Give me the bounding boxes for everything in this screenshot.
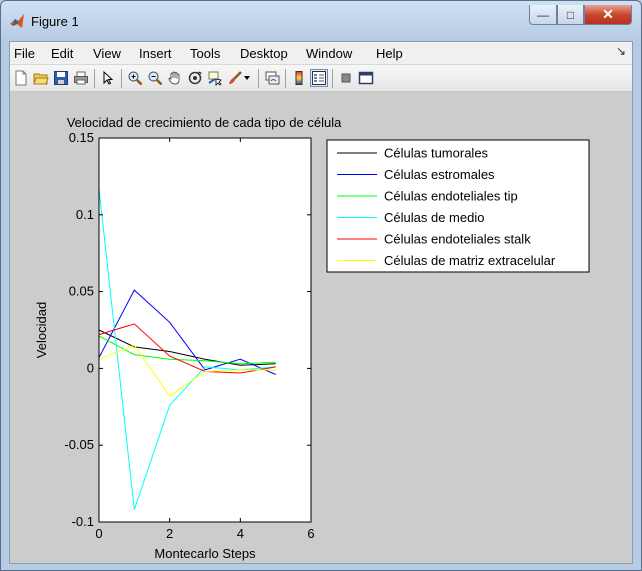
legend-entry: Células endoteliales stalk bbox=[384, 232, 531, 247]
ticks-layer: 0 2 4 6 -0.1 -0.05 0 0.05 0.1 0.15 bbox=[64, 130, 314, 541]
pan-hand-icon[interactable] bbox=[166, 69, 184, 87]
matlab-icon bbox=[10, 14, 24, 28]
colorbar-icon[interactable] bbox=[290, 69, 308, 87]
y-tick-label: 0.15 bbox=[69, 130, 94, 145]
y-tick-label: 0.05 bbox=[69, 284, 94, 299]
hide-plot-tools-icon[interactable] bbox=[337, 69, 355, 87]
axes-area[interactable] bbox=[99, 138, 311, 522]
figure-client-area: File Edit View Insert Tools Desktop Wind… bbox=[9, 41, 633, 564]
close-button[interactable]: ✕ bbox=[584, 5, 632, 25]
axes-box bbox=[98, 137, 312, 523]
menu-help[interactable]: Help bbox=[376, 46, 403, 61]
series-line-0 bbox=[98, 329, 276, 366]
x-tick-label: 0 bbox=[95, 526, 102, 541]
save-icon[interactable] bbox=[52, 69, 70, 87]
legend-icon[interactable] bbox=[310, 69, 328, 87]
toolbar-separator bbox=[258, 69, 259, 88]
figure-toolbar bbox=[10, 64, 632, 92]
chart-title: Velocidad de crecimiento de cada tipo de… bbox=[67, 115, 342, 130]
y-axis-label: Velocidad bbox=[34, 302, 49, 358]
brush-dropdown-icon[interactable] bbox=[242, 69, 252, 87]
x-axis-label: Montecarlo Steps bbox=[154, 546, 256, 561]
open-file-icon[interactable] bbox=[32, 69, 50, 87]
menu-view[interactable]: View bbox=[93, 46, 121, 61]
menu-tools[interactable]: Tools bbox=[190, 46, 221, 61]
legend-entry: Células de medio bbox=[384, 210, 484, 225]
legend-entry: Células tumorales bbox=[384, 146, 489, 161]
legend-entry: Células de matriz extracelular bbox=[384, 253, 556, 268]
x-tick-label: 2 bbox=[166, 526, 173, 541]
maximize-button[interactable]: □ bbox=[557, 5, 584, 25]
series-line-2 bbox=[98, 335, 276, 365]
print-icon[interactable] bbox=[72, 69, 90, 87]
brush-icon[interactable] bbox=[226, 69, 244, 87]
menu-window[interactable]: Window bbox=[306, 46, 353, 61]
select-arrow-icon[interactable] bbox=[99, 69, 117, 87]
new-figure-icon[interactable] bbox=[12, 69, 30, 87]
legend-entry: Células estromales bbox=[384, 167, 495, 182]
y-tick-label: 0 bbox=[87, 360, 94, 375]
toolbar-separator bbox=[285, 69, 286, 88]
toolbar-separator bbox=[332, 69, 333, 88]
toolbar-separator bbox=[121, 69, 122, 88]
series-line-4 bbox=[98, 323, 276, 374]
y-tick-label: -0.05 bbox=[64, 437, 94, 452]
legend[interactable]: Células tumorales Células estromales Célul… bbox=[326, 139, 590, 273]
menu-edit[interactable]: Edit bbox=[51, 46, 74, 61]
menu-dock-arrow-icon[interactable]: ↘ bbox=[616, 44, 627, 58]
menu-insert[interactable]: Insert bbox=[139, 46, 172, 61]
link-plot-icon[interactable] bbox=[263, 69, 281, 87]
title-bar[interactable]: Figure 1 — □ ✕ bbox=[1, 1, 641, 41]
series-line-5 bbox=[98, 344, 276, 397]
menu-bar: File Edit View Insert Tools Desktop Wind… bbox=[10, 42, 632, 64]
menu-desktop[interactable]: Desktop bbox=[240, 46, 288, 61]
data-cursor-icon[interactable] bbox=[206, 69, 224, 87]
figure-canvas[interactable]: Velocidad de crecimiento de cada tipo de… bbox=[10, 92, 632, 563]
minimize-button[interactable]: — bbox=[529, 5, 557, 25]
window-title: Figure 1 bbox=[31, 14, 79, 29]
x-tick-label: 4 bbox=[237, 526, 244, 541]
zoom-in-icon[interactable] bbox=[126, 69, 144, 87]
x-tick-label: 6 bbox=[307, 526, 314, 541]
show-plot-tools-icon[interactable] bbox=[357, 69, 375, 87]
line-chart: Velocidad de crecimiento de cada tipo de… bbox=[34, 115, 590, 561]
y-tick-label: -0.1 bbox=[72, 514, 94, 529]
series-layer bbox=[98, 188, 276, 510]
y-tick-label: 0.1 bbox=[76, 207, 94, 222]
rotate-3d-icon[interactable] bbox=[186, 69, 204, 87]
toolbar-separator bbox=[94, 69, 95, 88]
menu-file[interactable]: File bbox=[14, 46, 35, 61]
zoom-out-icon[interactable] bbox=[146, 69, 164, 87]
series-line-1 bbox=[98, 289, 276, 375]
legend-entry: Células endoteliales tip bbox=[384, 189, 518, 204]
